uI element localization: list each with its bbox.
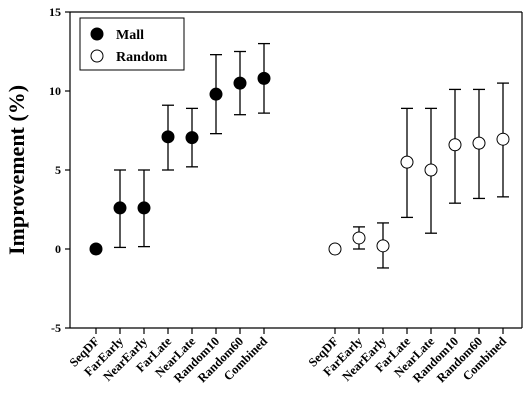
y-ticks: -5 0 5 10 15: [49, 5, 70, 335]
legend-label-random: Random: [116, 50, 168, 65]
data-point: [257, 71, 271, 85]
series-layer: [89, 42, 510, 269]
data-point: [209, 87, 223, 101]
legend-marker-random: [90, 49, 104, 63]
legend: Mall Random: [79, 17, 185, 71]
data-point: [376, 239, 390, 253]
legend-label-mall: Mall: [116, 28, 144, 43]
data-point: [137, 201, 151, 215]
data-point: [352, 231, 366, 245]
series-mall: [89, 42, 271, 256]
data-point: [233, 76, 247, 90]
data-point: [472, 136, 486, 150]
y-tick-label: -5: [51, 321, 61, 335]
data-point: [89, 242, 103, 256]
series-random: [328, 82, 510, 269]
data-point: [161, 130, 175, 144]
y-tick-label: 5: [55, 163, 61, 177]
y-tick-label: 0: [55, 242, 61, 256]
data-point: [448, 138, 462, 152]
data-point: [400, 155, 414, 169]
data-point: [496, 132, 510, 146]
data-point: [185, 131, 199, 145]
x-ticks: [95, 328, 504, 334]
y-tick-label: 15: [49, 5, 61, 19]
data-point: [424, 163, 438, 177]
y-tick-label: 10: [49, 84, 61, 98]
data-point: [328, 242, 342, 256]
category-labels: SeqDFFarEarlyNearEarlyFarLateNearLateRan…: [67, 334, 509, 386]
y-axis-title: Improvement (%): [4, 85, 29, 255]
data-point: [113, 201, 127, 215]
legend-marker-mall: [90, 27, 104, 41]
